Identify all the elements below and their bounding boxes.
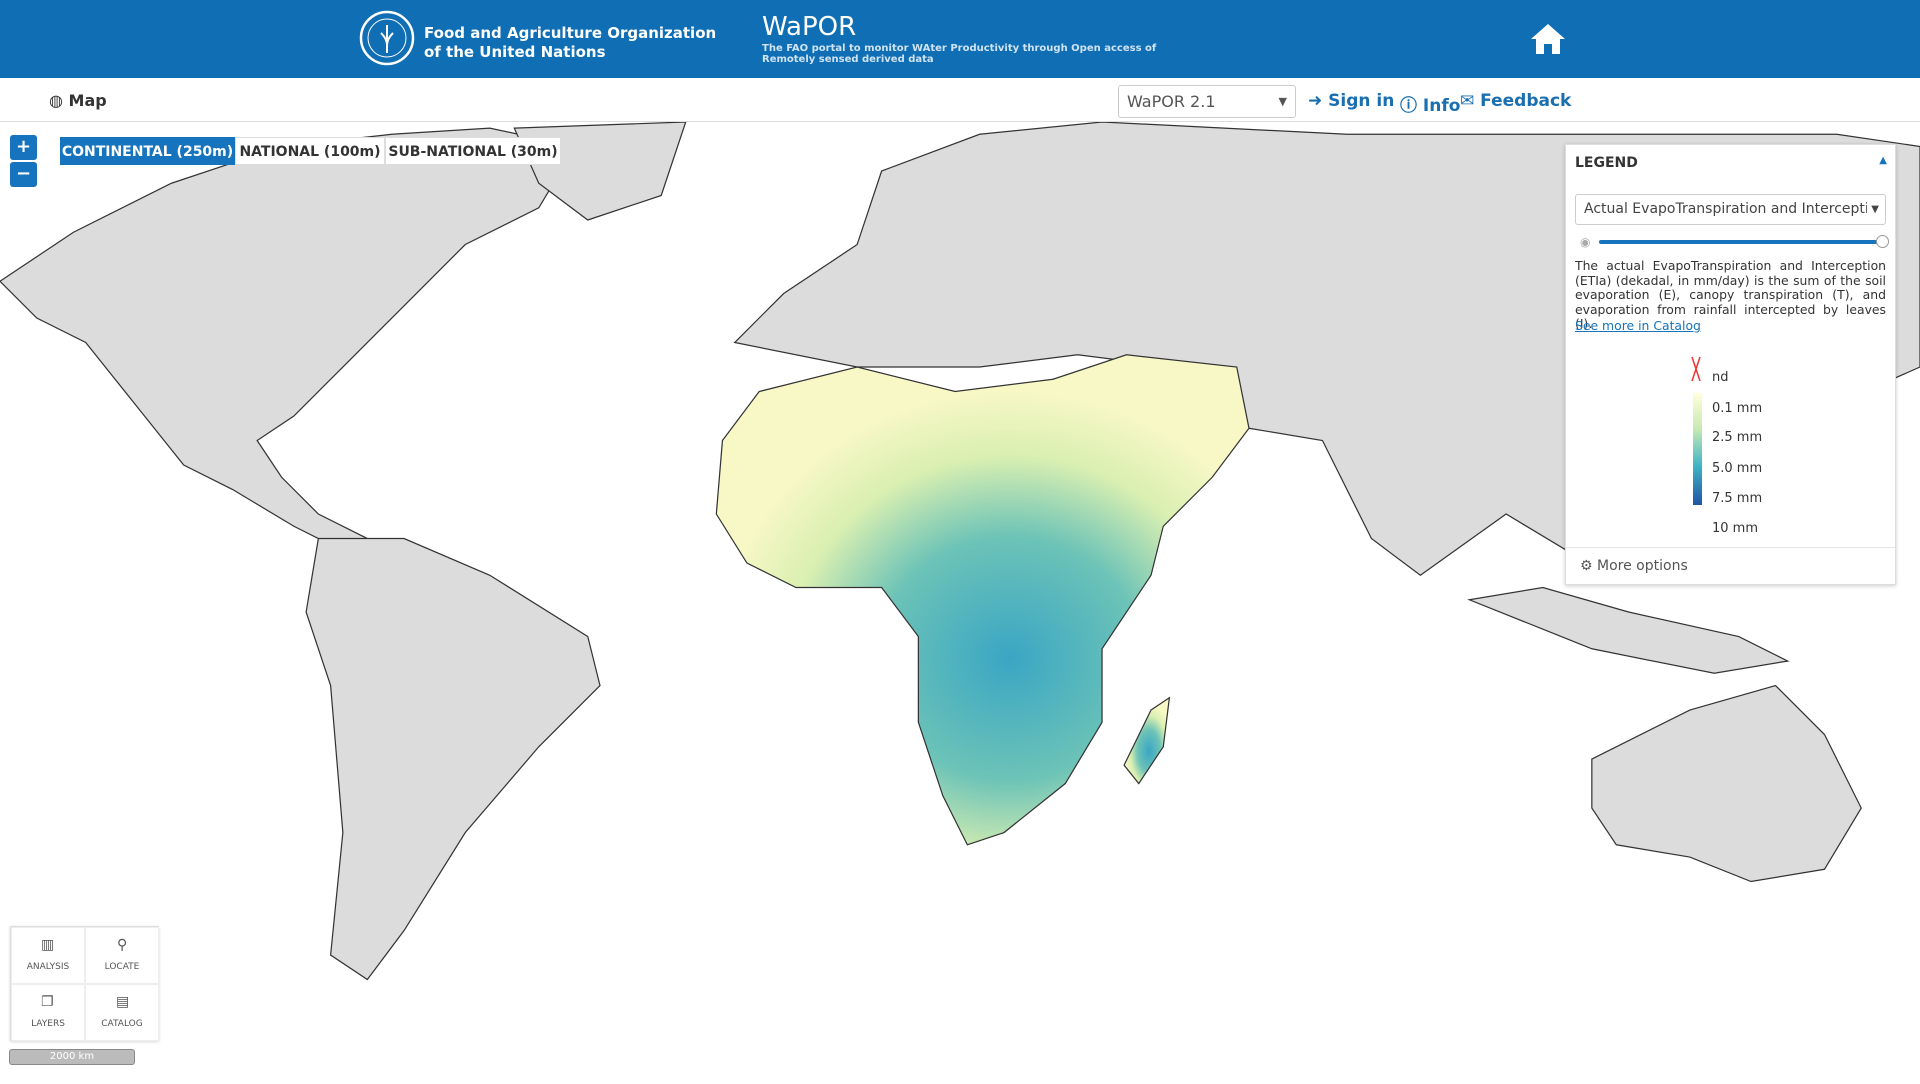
legend-item: nd [1712, 370, 1729, 385]
legend-item: 5.0 mm [1712, 461, 1763, 476]
header: Food and Agriculture Organization of the… [0, 0, 1920, 78]
zoom-out[interactable]: − [10, 162, 37, 187]
info[interactable]: ⓘ Info [1400, 96, 1461, 116]
sign-in-label: Sign in [1328, 91, 1395, 111]
app-title: WaPOR [762, 12, 857, 42]
more-options-label: More options [1597, 558, 1688, 574]
app-subtitle: Remotely sensed derived data [762, 54, 934, 65]
layer-description: The actual EvapoTranspiration and Interc… [1575, 258, 1886, 331]
map-label: Map [68, 91, 107, 110]
legend-title: LEGEND [1575, 155, 1638, 171]
fao-logo [359, 10, 415, 66]
tool-label: LAYERS [31, 1019, 65, 1029]
resolution-tab[interactable]: CONTINENTAL (250m) [60, 137, 235, 165]
legend-item: 10 mm [1712, 521, 1759, 536]
legend-item: 7.5 mm [1712, 491, 1763, 506]
layer-value: Actual EvapoTranspiration and Intercepti… [1584, 201, 1877, 217]
colorbar [1691, 356, 1702, 505]
locate-button[interactable]: ⚲ LOCATE [85, 927, 159, 984]
opacity-slider[interactable] [1599, 240, 1882, 244]
home-button[interactable] [1529, 22, 1567, 56]
collapse-button[interactable]: ▲ [1879, 155, 1887, 166]
scale-bar: 2000 km [9, 1049, 135, 1065]
version-select[interactable]: WaPOR 2.1 ▼ [1118, 85, 1296, 118]
nav-bar: ◍ Map WaPOR 2.1 ▼ ➜ Sign in ⓘ Info ✉ Feed… [0, 78, 1920, 122]
layer-select[interactable]: Actual EvapoTranspiration and Intercepti… [1575, 194, 1886, 225]
separator [1566, 547, 1895, 548]
app-subtitle: The FAO portal to monitor WAter Producti… [762, 43, 1157, 54]
layers-button[interactable]: ❐ LAYERS [11, 984, 85, 1041]
org-name: Food and Agriculture Organization [424, 24, 717, 42]
globe-icon: ◍ [49, 91, 69, 110]
analysis-button[interactable]: ▥ ANALYSIS [11, 927, 85, 984]
tool-panel: ▥ ANALYSIS ⚲ LOCATE ❐ LAYERS ▤ CATALOG [10, 926, 159, 1041]
tool-label: CATALOG [101, 1019, 143, 1029]
legend-item: 2.5 mm [1712, 430, 1763, 445]
legend-item: 0.1 mm [1712, 401, 1763, 416]
resolution-tab[interactable]: SUB-NATIONAL (30m) [385, 137, 561, 165]
version-value: WaPOR 2.1 [1127, 92, 1216, 111]
info-label: Info [1422, 96, 1461, 116]
catalog-button[interactable]: ▤ CATALOG [85, 984, 159, 1041]
map-menu[interactable]: ◍ Map [49, 91, 107, 110]
tool-label: ANALYSIS [26, 962, 70, 972]
legend-panel: LEGEND ▲ Actual EvapoTranspiration and I… [1565, 144, 1896, 585]
sign-in[interactable]: ➜ Sign in [1308, 91, 1395, 111]
catalog-link[interactable]: See more in Catalog [1575, 318, 1701, 333]
more-options[interactable]: ⚙ More options [1580, 558, 1688, 574]
visibility-toggle[interactable]: ◉ [1580, 235, 1591, 249]
feedback-label: Feedback [1480, 91, 1572, 111]
tool-label: LOCATE [104, 962, 140, 972]
resolution-tab[interactable]: NATIONAL (100m) [235, 137, 385, 165]
feedback[interactable]: ✉ Feedback [1460, 91, 1572, 111]
zoom-in[interactable]: + [10, 135, 37, 160]
slider-handle[interactable] [1876, 235, 1889, 248]
org-name: of the United Nations [424, 43, 606, 61]
